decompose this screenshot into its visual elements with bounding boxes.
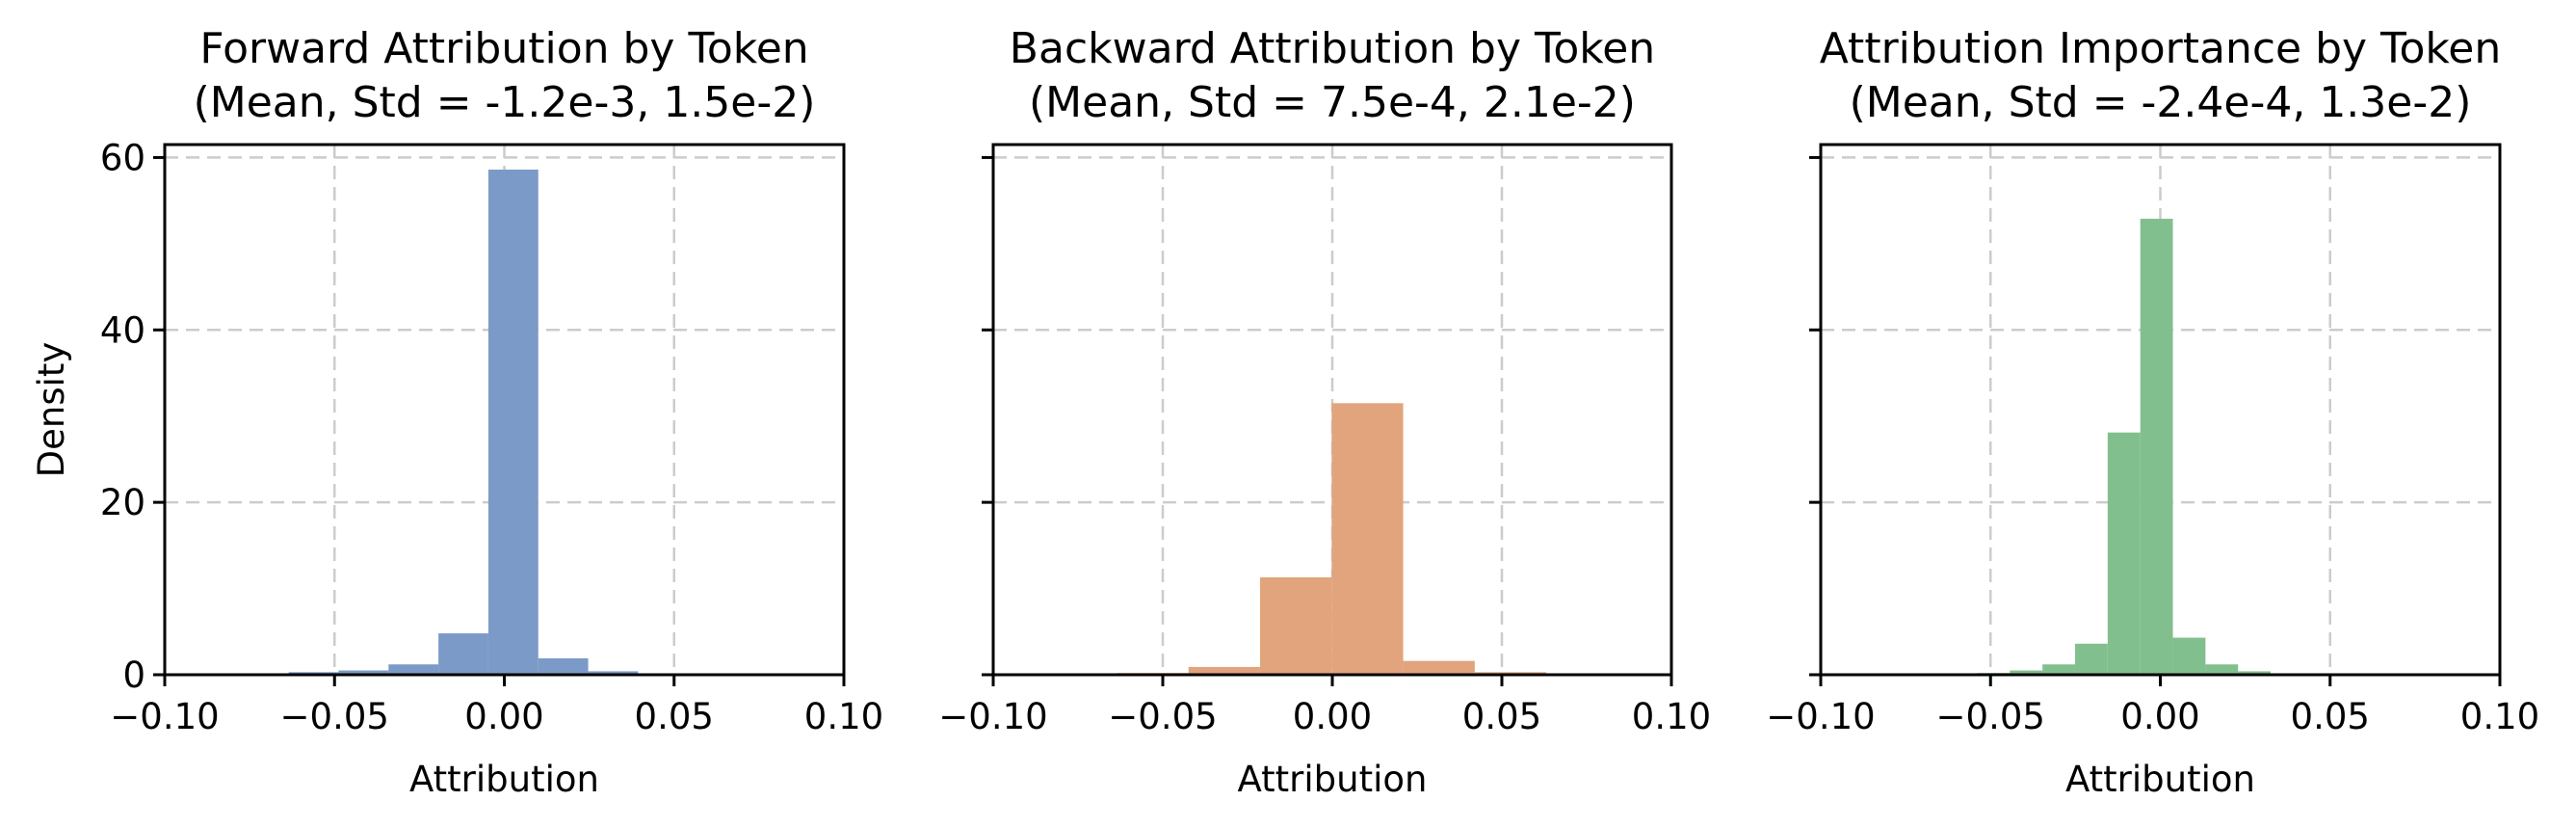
x-tick-label: 0.10: [804, 696, 883, 737]
panel-importance: −0.10 −0.05 0.00 0.05 0.10 Attribution Import…: [1766, 24, 2539, 800]
histogram-bar: [2075, 643, 2108, 675]
x-tick-label: −0.10: [938, 696, 1047, 737]
chart-title: Backward Attribution by Token: [1010, 24, 1655, 73]
chart-subtitle: (Mean, Std = -2.4e-4, 1.3e-2): [1850, 78, 2472, 127]
histogram-bar: [2172, 637, 2206, 675]
histogram-bar: [1331, 403, 1404, 675]
chart-subtitle: (Mean, Std = -1.2e-3, 1.5e-2): [194, 78, 816, 127]
histogram-bar: [588, 671, 639, 675]
histogram-bar: [2238, 671, 2272, 675]
x-tick-label: 0.00: [464, 696, 543, 737]
x-tick-label: 0.10: [1632, 696, 1711, 737]
x-tick-label: −0.05: [1108, 696, 1217, 737]
chart-title: Attribution Importance by Token: [1820, 24, 2502, 73]
x-tick-label: −0.05: [1936, 696, 2045, 737]
x-tick-label: −0.10: [110, 696, 219, 737]
histogram-bar: [2140, 218, 2173, 675]
x-tick-label: −0.05: [280, 696, 389, 737]
y-tick-label: 60: [100, 137, 145, 178]
y-tick-label: 0: [122, 654, 145, 696]
panel-forward: −0.10 −0.05 0.00 0.05 0.10 0 20 40 60 Forward Att…: [31, 24, 883, 800]
histogram-bar: [487, 169, 539, 676]
chart-subtitle: (Mean, Std = 7.5e-4, 2.1e-2): [1029, 78, 1636, 127]
histogram-bar: [2042, 664, 2076, 675]
y-axis-label: Density: [31, 342, 72, 478]
x-tick-label: 0.05: [1462, 696, 1541, 737]
histogram-bar: [538, 658, 589, 675]
x-tick-label: 0.00: [2120, 696, 2199, 737]
histogram-bar: [1403, 660, 1475, 675]
y-tick-label: 20: [100, 482, 145, 523]
chart-title: Forward Attribution by Token: [199, 24, 808, 73]
histogram-bar: [1260, 576, 1332, 675]
histogram-bar: [2205, 664, 2239, 675]
panel-backward: −0.10 −0.05 0.00 0.05 0.10 Backward Attributi…: [938, 24, 1711, 800]
histogram-bar: [1188, 666, 1261, 675]
x-tick-label: 0.10: [2460, 696, 2539, 737]
histogram-bar: [2107, 432, 2141, 675]
histogram-bar: [2010, 670, 2043, 675]
x-tick-label: 0.05: [635, 696, 714, 737]
x-tick-label: −0.10: [1766, 696, 1875, 737]
histogram-bar: [438, 633, 488, 675]
x-axis-label: Attribution: [2065, 759, 2255, 800]
x-tick-label: 0.05: [2291, 696, 2370, 737]
x-tick-label: 0.00: [1293, 696, 1372, 737]
histogram-bar: [388, 664, 439, 675]
histogram-bar: [338, 670, 389, 675]
x-axis-label: Attribution: [409, 759, 599, 800]
x-axis-label: Attribution: [1238, 759, 1428, 800]
y-tick-label: 40: [100, 309, 145, 351]
